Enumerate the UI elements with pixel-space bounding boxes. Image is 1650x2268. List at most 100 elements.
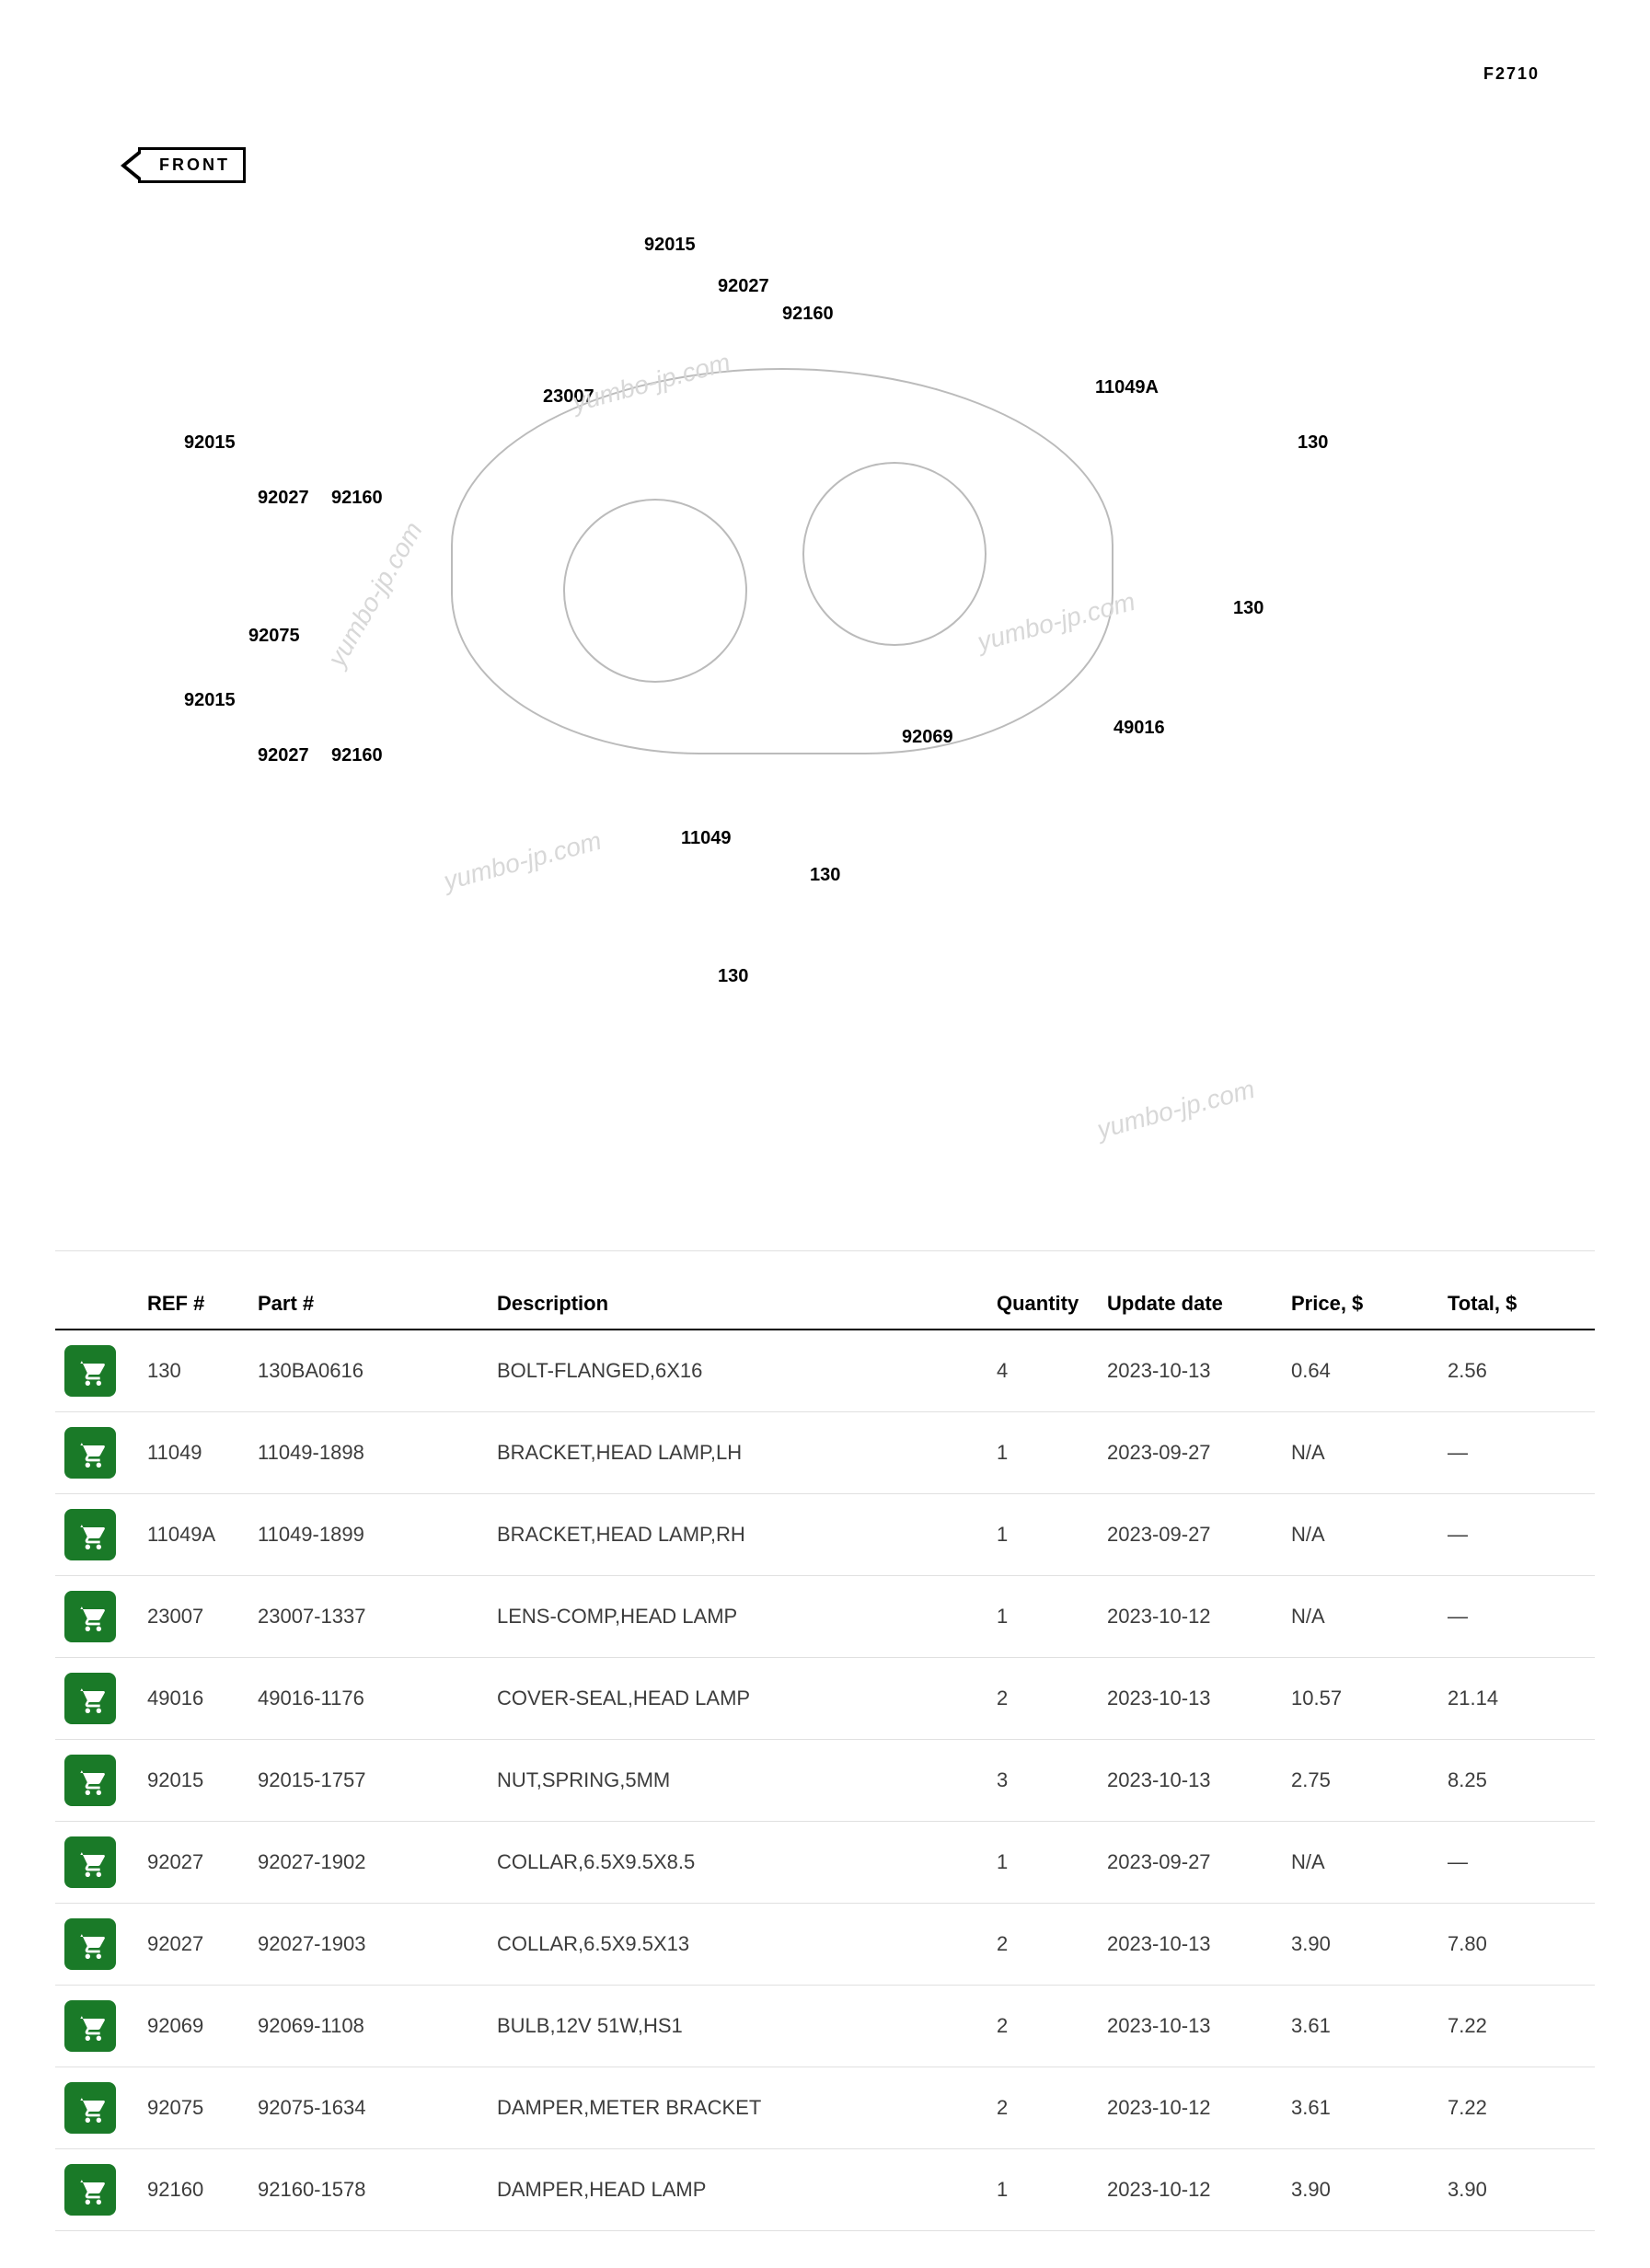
total-cell: — [1438,1822,1595,1904]
date-cell: 2023-09-27 [1098,1822,1282,1904]
part-number-cell: 92027-1903 [248,1904,488,1986]
callout-label: 92015 [184,432,236,454]
cart-icon [75,1438,105,1468]
price-cell: 10.57 [1282,1658,1438,1740]
quantity-cell: 4 [987,1330,1098,1412]
quantity-cell: 1 [987,1576,1098,1658]
table-row: 9216092160-1578DAMPER,HEAD LAMP12023-10-… [55,2149,1595,2231]
cart-icon [75,2011,105,2041]
total-cell: 21.14 [1438,1658,1595,1740]
price-cell: 3.61 [1282,2067,1438,2149]
part-number-cell: 92075-1634 [248,2067,488,2149]
table-row: 130130BA0616BOLT-FLANGED,6X1642023-10-13… [55,1330,1595,1412]
date-cell: 2023-10-13 [1098,1330,1282,1412]
cart-icon [75,1929,105,1959]
total-cell: — [1438,1494,1595,1576]
table-row: 2300723007-1337LENS-COMP,HEAD LAMP12023-… [55,1576,1595,1658]
headlight-lens-left [563,499,747,683]
callout-label: 130 [1233,598,1263,619]
cart-icon [75,2175,105,2205]
callout-label: 92027 [258,745,309,766]
date-cell: 2023-09-27 [1098,1412,1282,1494]
callout-label: 92027 [258,488,309,509]
add-to-cart-button[interactable] [64,1836,116,1888]
part-number-cell: 92015-1757 [248,1740,488,1822]
ref-cell: 130 [138,1330,248,1412]
watermark: yumbo-jp.com [322,517,429,672]
col-price: Price, $ [1282,1279,1438,1330]
col-date: Update date [1098,1279,1282,1330]
add-to-cart-button[interactable] [64,1345,116,1397]
description-cell: BULB,12V 51W,HS1 [488,1986,987,2067]
ref-cell: 11049 [138,1412,248,1494]
table-row: 9207592075-1634DAMPER,METER BRACKET22023… [55,2067,1595,2149]
total-cell: 3.90 [1438,2149,1595,2231]
callout-label: 11049A [1095,377,1159,398]
date-cell: 2023-10-13 [1098,1658,1282,1740]
description-cell: BOLT-FLANGED,6X16 [488,1330,987,1412]
callout-label: 49016 [1113,718,1165,739]
description-cell: DAMPER,HEAD LAMP [488,2149,987,2231]
parts-table-section: REF # Part # Description Quantity Update… [55,1279,1595,2231]
headlight-lens-right [802,462,987,646]
col-total: Total, $ [1438,1279,1595,1330]
part-number-cell: 11049-1898 [248,1412,488,1494]
date-cell: 2023-10-13 [1098,1986,1282,2067]
add-to-cart-button[interactable] [64,1755,116,1806]
part-number-cell: 92160-1578 [248,2149,488,2231]
description-cell: BRACKET,HEAD LAMP,LH [488,1412,987,1494]
date-cell: 2023-10-13 [1098,1904,1282,1986]
ref-cell: 92075 [138,2067,248,2149]
total-cell: 7.80 [1438,1904,1595,1986]
add-to-cart-button[interactable] [64,1918,116,1970]
front-arrow-badge: FRONT [138,147,246,183]
callout-label: 92160 [331,488,383,509]
table-row: 9202792027-1902COLLAR,6.5X9.5X8.512023-0… [55,1822,1595,1904]
total-cell: 2.56 [1438,1330,1595,1412]
quantity-cell: 1 [987,1822,1098,1904]
quantity-cell: 1 [987,1494,1098,1576]
add-to-cart-button[interactable] [64,2000,116,2052]
description-cell: BRACKET,HEAD LAMP,RH [488,1494,987,1576]
parts-table: REF # Part # Description Quantity Update… [55,1279,1595,2231]
ref-cell: 92015 [138,1740,248,1822]
quantity-cell: 2 [987,1658,1098,1740]
cart-icon [75,1520,105,1549]
add-to-cart-button[interactable] [64,1509,116,1560]
callout-label: 92075 [248,626,300,647]
total-cell: — [1438,1576,1595,1658]
table-row: 9206992069-1108BULB,12V 51W,HS122023-10-… [55,1986,1595,2067]
add-to-cart-button[interactable] [64,1673,116,1724]
description-cell: COLLAR,6.5X9.5X13 [488,1904,987,1986]
description-cell: COVER-SEAL,HEAD LAMP [488,1658,987,1740]
quantity-cell: 2 [987,1904,1098,1986]
part-number-cell: 92027-1902 [248,1822,488,1904]
add-to-cart-button[interactable] [64,2082,116,2134]
price-cell: 2.75 [1282,1740,1438,1822]
add-to-cart-button[interactable] [64,1427,116,1479]
date-cell: 2023-10-12 [1098,1576,1282,1658]
add-to-cart-button[interactable] [64,2164,116,2216]
description-cell: COLLAR,6.5X9.5X8.5 [488,1822,987,1904]
col-qty: Quantity [987,1279,1098,1330]
description-cell: NUT,SPRING,5MM [488,1740,987,1822]
cart-icon [75,1848,105,1877]
part-number-cell: 23007-1337 [248,1576,488,1658]
cart-icon [75,1766,105,1795]
table-row: 4901649016-1176COVER-SEAL,HEAD LAMP22023… [55,1658,1595,1740]
ref-cell: 49016 [138,1658,248,1740]
price-cell: 0.64 [1282,1330,1438,1412]
price-cell: N/A [1282,1494,1438,1576]
description-cell: DAMPER,METER BRACKET [488,2067,987,2149]
watermark: yumbo-jp.com [1094,1075,1258,1145]
total-cell: 7.22 [1438,2067,1595,2149]
table-row: 1104911049-1898BRACKET,HEAD LAMP,LH12023… [55,1412,1595,1494]
add-to-cart-button[interactable] [64,1591,116,1642]
cart-icon [75,1602,105,1631]
col-part: Part # [248,1279,488,1330]
table-row: 9202792027-1903COLLAR,6.5X9.5X1322023-10… [55,1904,1595,1986]
part-number-cell: 49016-1176 [248,1658,488,1740]
callout-label: 92015 [644,235,696,256]
quantity-cell: 2 [987,1986,1098,2067]
part-number-cell: 11049-1899 [248,1494,488,1576]
